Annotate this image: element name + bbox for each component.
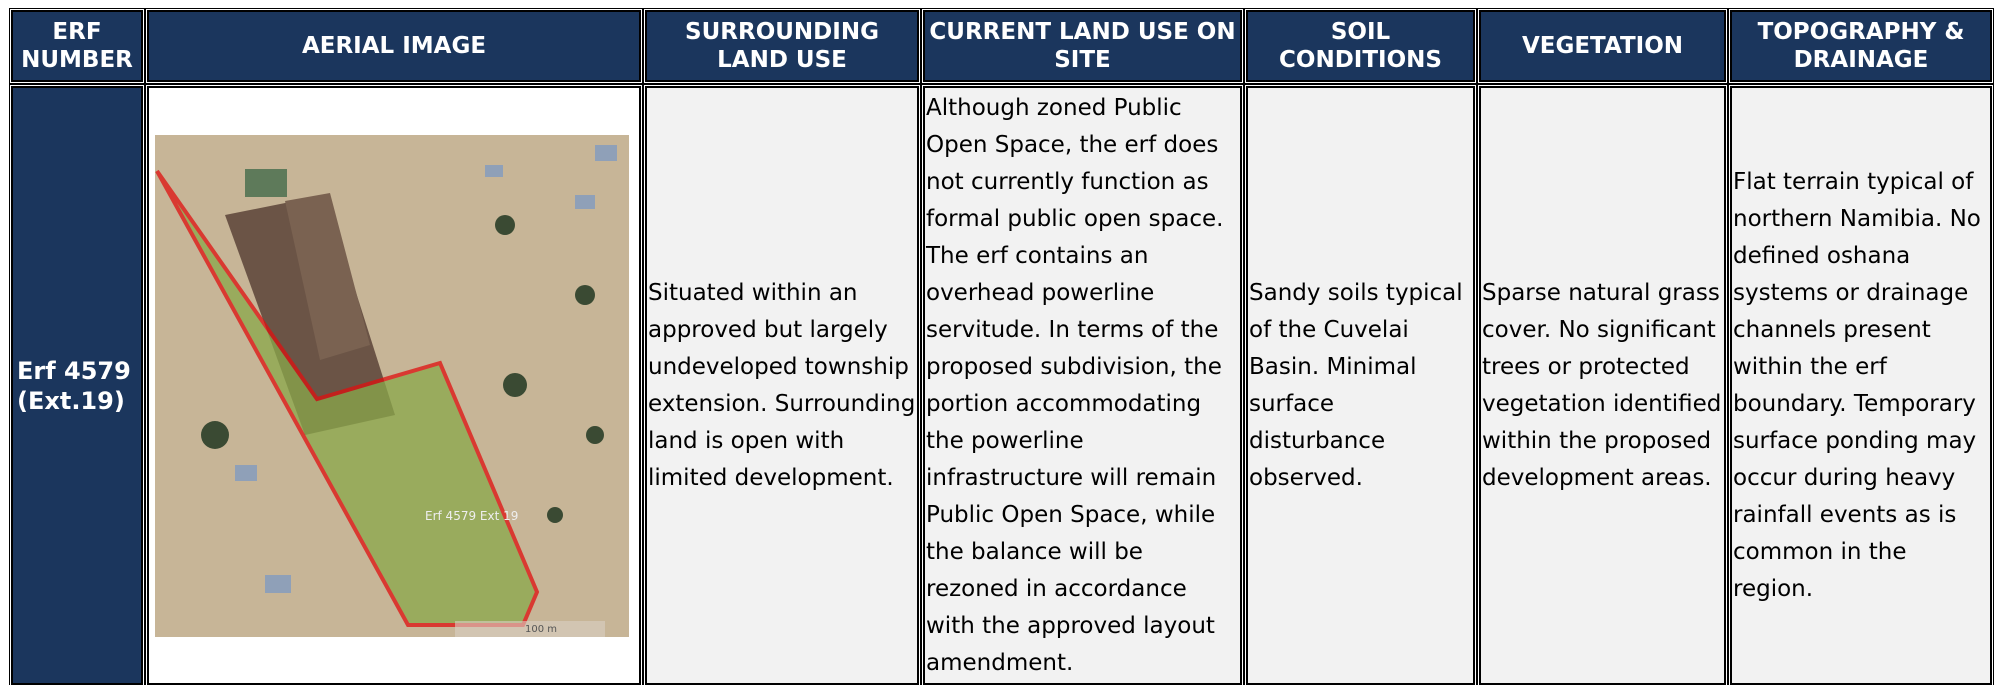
surrounding-land-use: Situated within an approved but largely … bbox=[643, 84, 921, 685]
header-cell: SURROUNDING LAND USE bbox=[643, 8, 921, 84]
header-cell: VEGETATION bbox=[1477, 8, 1728, 84]
header-cell: SOIL CONDITIONS bbox=[1244, 8, 1477, 84]
header-cell: AERIAL IMAGE bbox=[145, 8, 643, 84]
erf-number: Erf 4579 (Ext.19) bbox=[9, 84, 145, 685]
header-cell: CURRENT LAND USE ON SITE bbox=[921, 8, 1244, 84]
current-land-use: Although zoned Public Open Space, the er… bbox=[921, 84, 1244, 685]
image-cell: Erf 4579 Ext 19 100 m bbox=[145, 84, 643, 685]
vegetation: Sparse natural grass cover. No significa… bbox=[1477, 84, 1728, 685]
topography-drainage: Flat terrain typical of northern Namibia… bbox=[1728, 84, 1994, 685]
image-label: Erf 4579 Ext 19 bbox=[425, 509, 518, 523]
header-cell: TOPOGRAPHY & DRAINAGE bbox=[1728, 8, 1994, 84]
header-cell: ERF NUMBER bbox=[9, 8, 145, 84]
aerial-image: Erf 4579 Ext 19 100 m bbox=[155, 135, 629, 637]
image-scale: 100 m bbox=[525, 624, 557, 635]
soil-conditions: Sandy soils typical of the Cuvelai Basin… bbox=[1244, 84, 1477, 685]
